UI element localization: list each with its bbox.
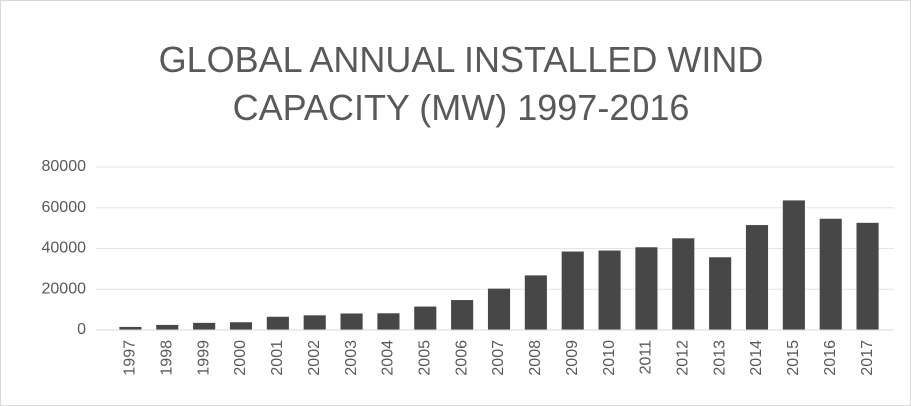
bar <box>193 322 216 330</box>
x-tick-label: 2012 <box>675 340 692 376</box>
bar <box>414 306 437 330</box>
bar <box>266 316 289 330</box>
bar <box>524 275 547 330</box>
y-tick-label: 80000 <box>42 158 87 175</box>
x-tick-label: 2008 <box>527 340 544 376</box>
x-tick-label: 1999 <box>195 340 212 376</box>
x-tick-label: 2001 <box>269 340 286 376</box>
x-tick-label: 2003 <box>343 340 360 376</box>
x-tick-label: 2013 <box>711 340 728 376</box>
bar <box>745 225 769 330</box>
x-tick-label: 2015 <box>785 340 802 376</box>
x-tick-label: 1998 <box>159 340 176 376</box>
x-tick-label: 2005 <box>417 340 434 376</box>
y-tick-label: 60000 <box>42 199 87 216</box>
x-tick-label: 2000 <box>232 340 249 376</box>
bar <box>156 324 179 330</box>
bar <box>635 247 658 330</box>
x-tick-label: 2010 <box>601 340 618 376</box>
x-tick-label: 2007 <box>490 340 507 376</box>
chart-title: GLOBAL ANNUAL INSTALLED WIND CAPACITY (M… <box>158 39 764 128</box>
y-tick-label: 20000 <box>42 280 87 297</box>
x-tick-label: 1997 <box>122 340 139 376</box>
bar <box>377 313 400 330</box>
x-tick-label: 2009 <box>564 340 581 376</box>
x-tick-label: 2011 <box>638 340 655 375</box>
bar <box>340 313 363 330</box>
bar <box>782 200 805 330</box>
bar <box>819 218 842 330</box>
y-tick-label: 40000 <box>42 240 87 257</box>
bar <box>598 250 621 330</box>
bar <box>487 288 511 330</box>
x-tick-label: 2016 <box>822 340 839 376</box>
bar <box>672 238 695 330</box>
bar <box>709 257 732 330</box>
bar <box>451 300 474 330</box>
y-tick-label: 0 <box>77 321 86 338</box>
x-tick-label: 2017 <box>859 340 876 376</box>
x-tick-label: 2014 <box>748 340 765 376</box>
bar <box>119 326 142 330</box>
x-tick-label: 2006 <box>453 340 470 376</box>
bar <box>303 315 326 330</box>
bar <box>856 222 879 330</box>
bar <box>561 251 584 330</box>
x-tick-label: 2002 <box>306 340 323 376</box>
bar <box>229 322 253 330</box>
x-tick-label: 2004 <box>380 340 397 376</box>
